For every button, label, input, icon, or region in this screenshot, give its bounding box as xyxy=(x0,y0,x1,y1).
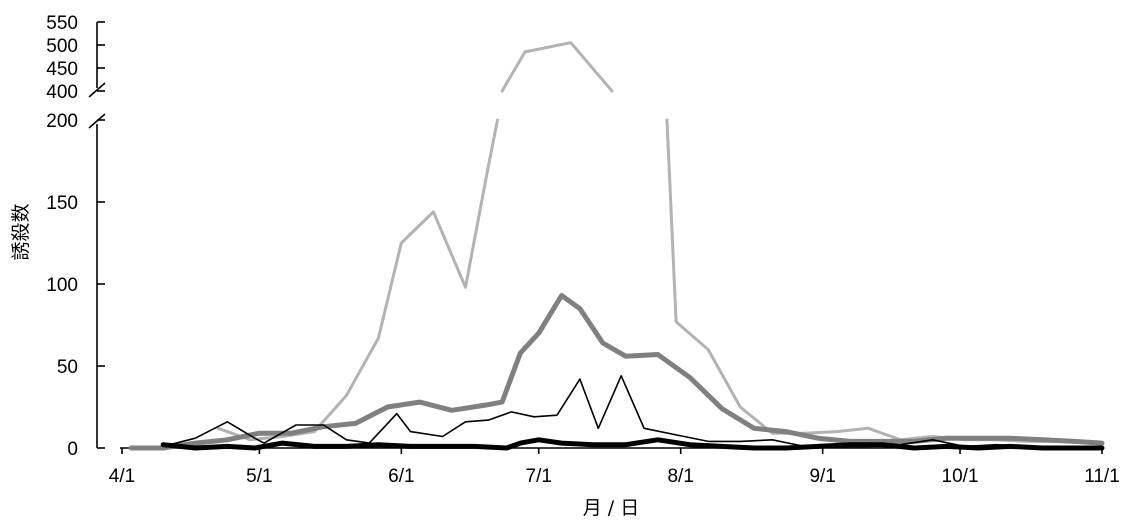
y-tick-label: 0 xyxy=(67,439,78,460)
y-axis-break-mark xyxy=(88,113,106,129)
x-tick-label: 10/1 xyxy=(942,466,979,487)
series-line-1-segment-2 xyxy=(500,41,614,93)
x-axis-title: 月 / 日 xyxy=(583,497,639,519)
y-tick-label: 150 xyxy=(46,193,78,214)
y-tick-label: 450 xyxy=(46,59,78,80)
series-layer xyxy=(128,41,1105,451)
series-line-1-segment-1 xyxy=(216,118,499,442)
chart-axes xyxy=(88,22,1102,449)
y-tick-label: 400 xyxy=(46,82,78,103)
y-tick-label: 50 xyxy=(57,357,78,378)
y-tick-label: 200 xyxy=(46,111,78,132)
x-tick-label: 6/1 xyxy=(388,466,414,487)
x-ticks: 4/1 5/1 6/1 7/1 8/1 9/1 10/1 11/1 xyxy=(109,448,1120,487)
x-tick-label: 7/1 xyxy=(526,466,552,487)
y-axis-title: 誘殺数 xyxy=(10,203,32,260)
y-tick-label: 500 xyxy=(46,36,78,57)
x-tick-label: 11/1 xyxy=(1084,466,1120,487)
x-tick-label: 5/1 xyxy=(246,466,272,487)
series-line-2-segment-1 xyxy=(128,293,1105,451)
series-line-3-segment-1 xyxy=(162,374,1103,448)
series-line-1-segment-3 xyxy=(665,118,1104,445)
x-tick-label: 9/1 xyxy=(809,466,835,487)
x-tick-label: 8/1 xyxy=(667,466,693,487)
y-tick-label: 100 xyxy=(46,275,78,296)
y-tick-label: 550 xyxy=(46,13,78,34)
series-line-4-segment-1 xyxy=(160,437,1105,451)
y-axis-break-mark xyxy=(88,82,106,98)
x-tick-label: 4/1 xyxy=(109,466,135,487)
